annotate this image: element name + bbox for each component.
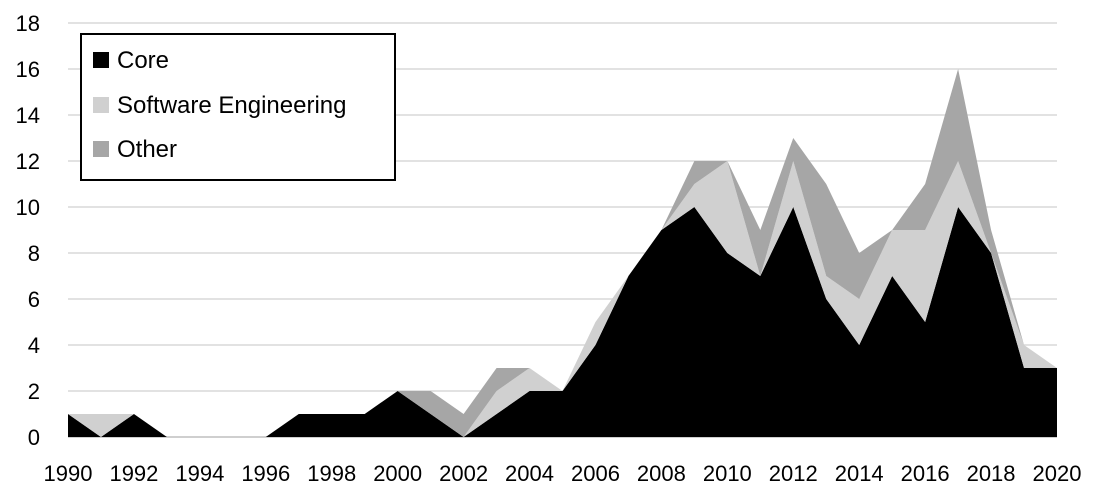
x-tick-label: 1994: [175, 461, 224, 486]
x-tick-label: 2016: [901, 461, 950, 486]
x-tick-label: 2006: [571, 461, 620, 486]
legend: Core Software Engineering Other: [80, 33, 396, 181]
legend-label-core: Core: [117, 47, 169, 74]
x-tick-label: 2000: [373, 461, 422, 486]
x-tick-label: 1996: [241, 461, 290, 486]
legend-box: [80, 33, 396, 181]
x-tick-label: 2004: [505, 461, 554, 486]
x-tick-label: 2018: [967, 461, 1016, 486]
y-axis-ticks: 0 2 4 6 8 10 12 14 16 18: [16, 11, 40, 450]
y-tick-label: 6: [28, 287, 40, 312]
legend-label-software-engineering: Software Engineering: [117, 92, 346, 119]
y-tick-label: 4: [28, 333, 40, 358]
area-series: [68, 69, 1057, 437]
legend-swatch-software-engineering: [93, 97, 109, 113]
x-axis-ticks: 1990 1992 1994 1996 1998 2000 2002 2004 2006 2008…: [44, 461, 1082, 486]
area-software-engineering: [68, 161, 1057, 437]
y-tick-label: 10: [16, 195, 40, 220]
x-tick-label: 2014: [835, 461, 884, 486]
x-tick-label: 2012: [769, 461, 818, 486]
y-tick-label: 2: [28, 379, 40, 404]
x-tick-label: 1990: [44, 461, 93, 486]
y-tick-label: 0: [28, 425, 40, 450]
y-tick-label: 18: [16, 11, 40, 36]
x-tick-label: 2002: [439, 461, 488, 486]
x-tick-label: 2008: [637, 461, 686, 486]
x-tick-label: 1992: [109, 461, 158, 486]
legend-label-other: Other: [117, 136, 177, 163]
legend-swatch-core: [93, 52, 109, 68]
area-core: [68, 207, 1057, 437]
y-tick-label: 16: [16, 57, 40, 82]
area-other: [68, 69, 1057, 437]
x-tick-label: 2010: [703, 461, 752, 486]
x-tick-label: 2020: [1033, 461, 1082, 486]
y-tick-label: 8: [28, 241, 40, 266]
legend-swatch-other: [93, 141, 109, 157]
x-tick-label: 1998: [307, 461, 356, 486]
y-tick-label: 14: [16, 103, 40, 128]
y-tick-label: 12: [16, 149, 40, 174]
